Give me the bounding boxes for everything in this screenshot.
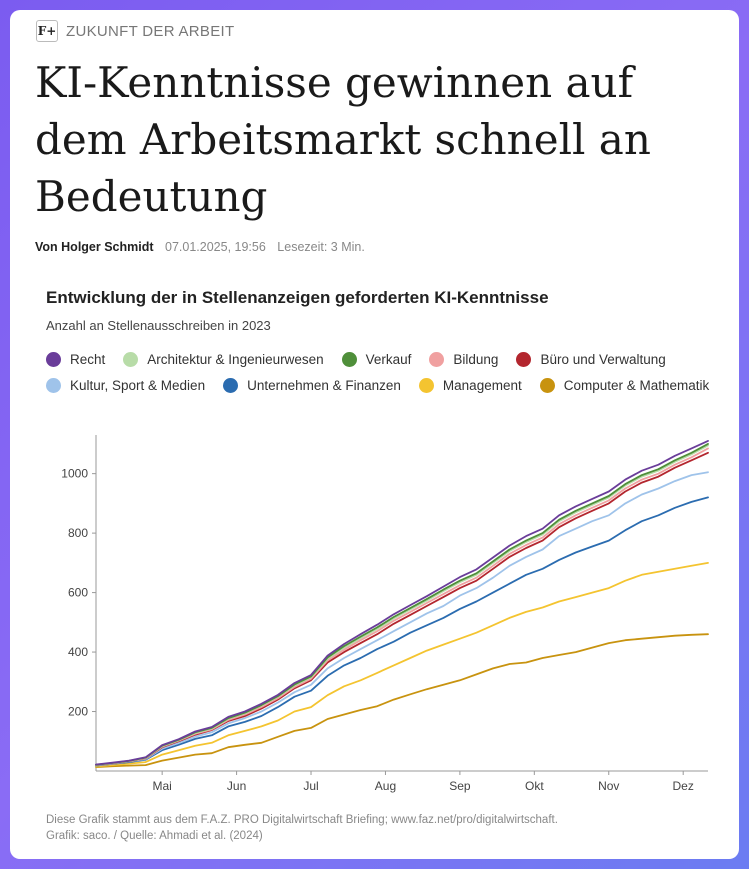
series-line-bildung[interactable] <box>95 447 709 767</box>
legend-item-recht[interactable]: Recht <box>46 351 106 367</box>
legend-dot-icon <box>223 377 239 393</box>
byline: Von Holger Schmidt 07.01.2025, 19:56 Les… <box>35 240 365 254</box>
section-kicker[interactable]: F+ ZUKUNFT DER ARBEIT <box>36 20 234 42</box>
article-headline: KI-Kenntnisse gewinnen auf dem Arbeitsma… <box>35 58 651 221</box>
kicker-label[interactable]: ZUKUNFT DER ARBEIT <box>66 22 235 40</box>
x-tick-label: Dez <box>673 779 694 793</box>
x-tick-label: Sep <box>449 779 471 793</box>
legend-label: Bildung <box>453 351 499 367</box>
legend-item-buero[interactable]: Büro und Verwaltung <box>516 351 666 367</box>
y-tick-label: 800 <box>68 526 88 540</box>
footnote-source-line: Diese Grafik stammt aus dem F.A.Z. PRO D… <box>46 814 558 826</box>
publish-datetime: 07.01.2025, 19:56 <box>165 240 266 254</box>
legend-dot-icon <box>341 351 357 367</box>
legend-dot-icon <box>123 351 139 367</box>
legend-dot-icon <box>539 377 555 393</box>
legend-item-kultur[interactable]: Kultur, Sport & Medien <box>46 377 206 393</box>
series-line-kultur-sport-medien[interactable] <box>95 471 709 767</box>
legend-row: Recht Architektur & Ingenieurwesen Verka… <box>46 346 736 372</box>
legend-dot-icon <box>418 377 434 393</box>
x-tick-label: Mai <box>152 779 171 793</box>
legend-dot-icon <box>46 351 61 367</box>
series-line-architektur-ingenieurwesen[interactable] <box>95 444 709 766</box>
legend-item-bildung[interactable]: Bildung <box>429 351 499 367</box>
legend-item-unternehmen[interactable]: Unternehmen & Finanzen <box>223 377 401 393</box>
footnote-credit-line: Grafik: saco. / Quelle: Ahmadi et al. (2… <box>46 830 263 842</box>
legend-dot-icon <box>429 351 445 367</box>
legend-label: Management <box>442 377 522 393</box>
legend-label: Architektur & Ingenieurwesen <box>147 351 324 367</box>
series-line-management[interactable] <box>95 561 709 768</box>
legend-item-verkauf[interactable]: Verkauf <box>341 351 412 367</box>
series-line-computer-mathematik[interactable] <box>95 633 709 769</box>
legend-label: Unternehmen & Finanzen <box>247 377 401 393</box>
x-tick-label: Jun <box>227 779 246 793</box>
x-tick-label: Okt <box>525 779 544 793</box>
chart-footnote: Diese Grafik stammt aus dem F.A.Z. PRO D… <box>46 812 558 844</box>
legend-dot-icon <box>516 351 532 367</box>
y-tick-label: 400 <box>68 645 88 659</box>
x-tick-label: Nov <box>598 779 619 793</box>
legend-dot-icon <box>46 377 61 393</box>
legend-label: Computer & Mathematik <box>563 377 710 393</box>
reading-time: Lesezeit: 3 Min. <box>277 240 365 254</box>
x-tick-label: Aug <box>375 779 396 793</box>
legend-label: Kultur, Sport & Medien <box>70 377 206 393</box>
legend-row: Kultur, Sport & Medien Unternehmen & Fin… <box>46 372 736 398</box>
series-line-recht[interactable] <box>95 439 709 766</box>
chart-subtitle: Anzahl an Stellenausschreiben in 2023 <box>46 318 271 333</box>
legend-item-architektur[interactable]: Architektur & Ingenieurwesen <box>123 351 324 367</box>
article-card: F+ ZUKUNFT DER ARBEIT KI-Kenntnisse gewi… <box>10 10 739 859</box>
legend-item-computer[interactable]: Computer & Mathematik <box>539 377 710 393</box>
y-tick-label: 600 <box>68 586 88 600</box>
y-tick-label: 200 <box>68 705 88 719</box>
line-chart[interactable]: 200 400 600 800 1000 Mai Jun Jul Aug Sep Okt Nov Dez <box>10 420 739 810</box>
y-tick-label: 1000 <box>61 467 88 481</box>
chart-title: Entwicklung der in Stellenanzeigen gefor… <box>46 288 549 307</box>
legend-label: Verkauf <box>365 351 412 367</box>
series-line-unternehmen-finanzen[interactable] <box>95 496 709 767</box>
chart-legend: Recht Architektur & Ingenieurwesen Verka… <box>46 346 736 398</box>
legend-label: Büro und Verwaltung <box>540 351 666 367</box>
faz-plus-logo-icon: F+ <box>36 20 58 42</box>
legend-item-management[interactable]: Management <box>418 377 522 393</box>
author-link[interactable]: Von Holger Schmidt <box>35 240 154 254</box>
legend-label: Recht <box>70 351 106 367</box>
x-tick-label: Jul <box>303 779 318 793</box>
